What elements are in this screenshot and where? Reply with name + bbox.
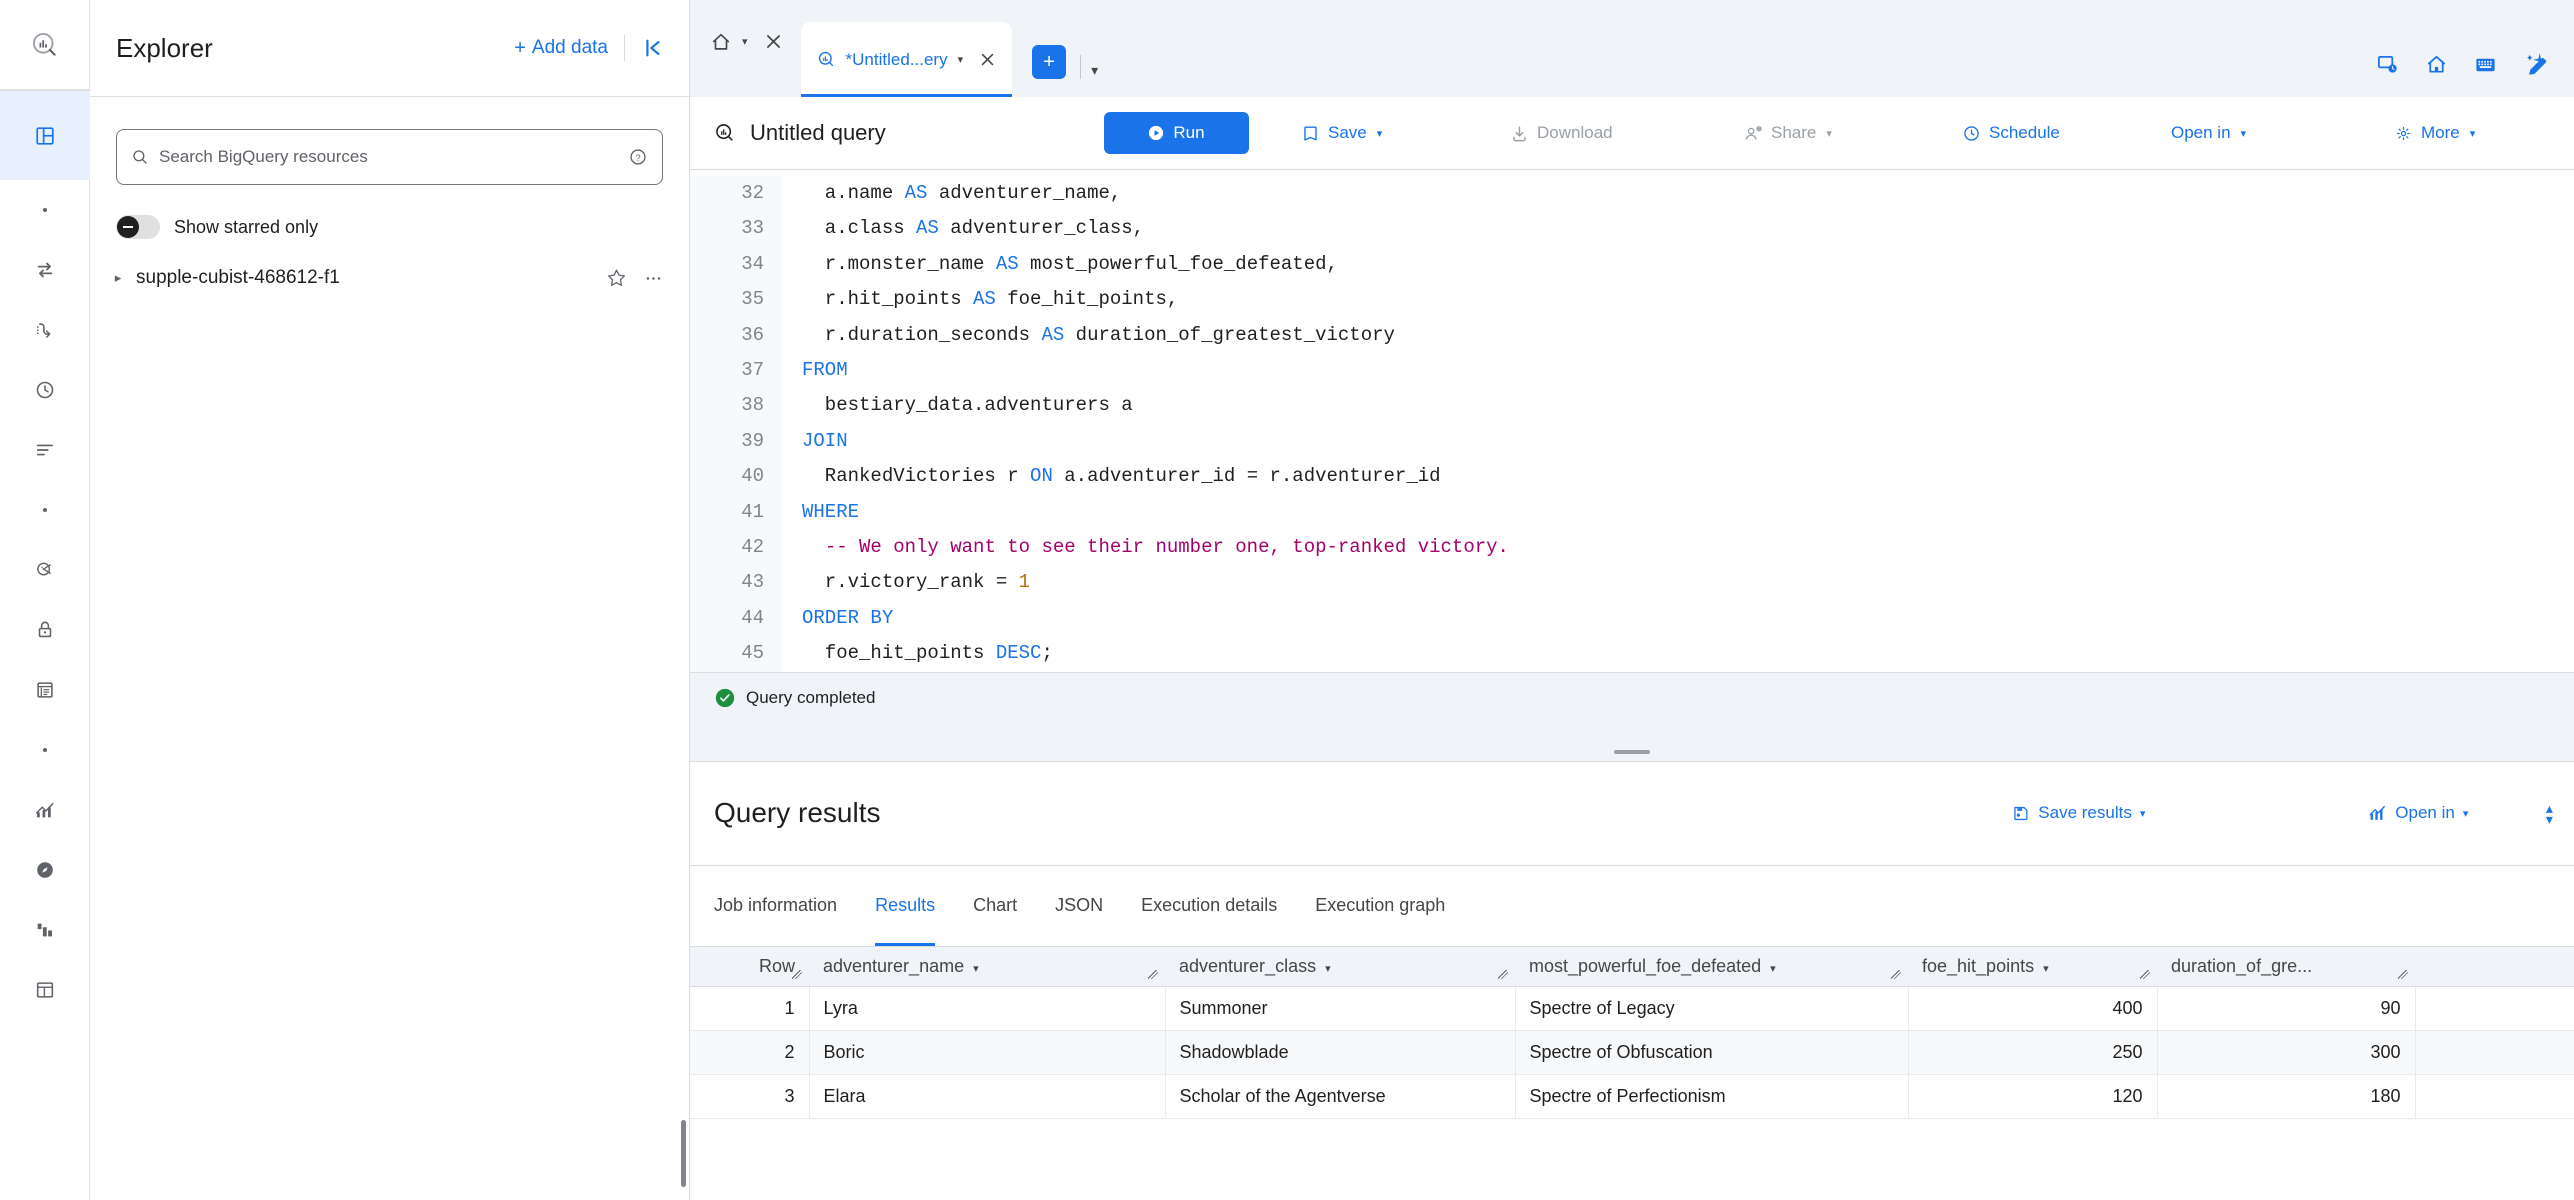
svg-text:?: ? — [635, 153, 640, 163]
